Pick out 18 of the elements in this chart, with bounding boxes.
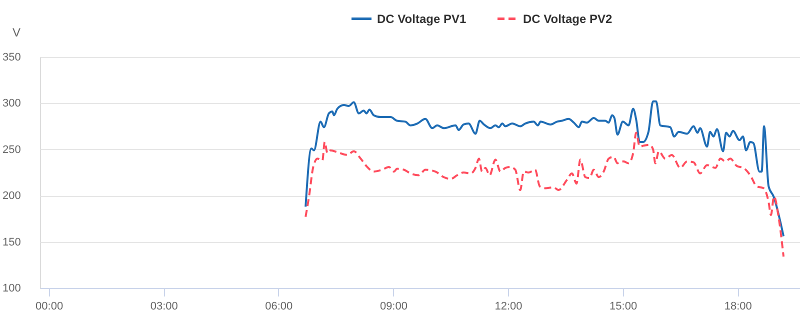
line-series bbox=[304, 132, 785, 258]
x-tick-label: 12:00 bbox=[494, 300, 522, 312]
legend-label: DC Voltage PV1 bbox=[377, 12, 466, 26]
x-tick-label: 09:00 bbox=[380, 300, 408, 312]
y-tick-label: 350 bbox=[2, 52, 21, 64]
legend-label: DC Voltage PV2 bbox=[523, 12, 612, 26]
line-series bbox=[304, 100, 785, 238]
y-tick-label: 250 bbox=[2, 144, 21, 156]
x-tick-label: 06:00 bbox=[265, 300, 293, 312]
x-tick-label: 00:00 bbox=[36, 300, 64, 312]
y-tick-label: 200 bbox=[2, 190, 21, 202]
y-tick-label: 150 bbox=[2, 236, 21, 248]
x-tick-label: 18:00 bbox=[724, 300, 752, 312]
y-tick-label: 100 bbox=[2, 282, 21, 294]
y-axis-title: V bbox=[12, 26, 21, 40]
x-tick-label: 03:00 bbox=[150, 300, 178, 312]
x-tick-label: 15:00 bbox=[610, 300, 638, 312]
y-tick-label: 300 bbox=[2, 98, 21, 110]
